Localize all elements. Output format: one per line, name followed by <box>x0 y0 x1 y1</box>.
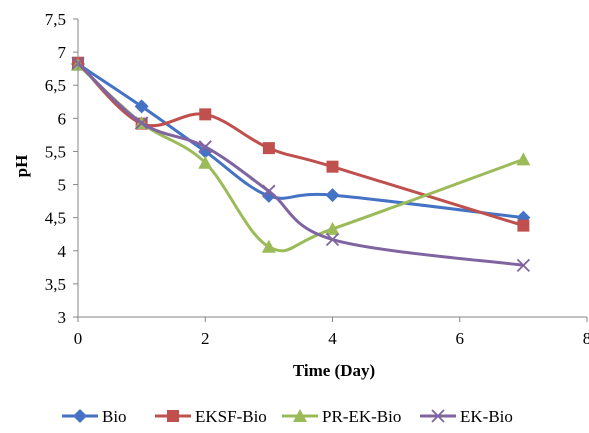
x-tick-label: 6 <box>456 329 465 348</box>
data-point-eksf-bio <box>262 142 275 155</box>
legend-label: EKSF-Bio <box>195 407 267 426</box>
data-point-ek-bio <box>325 232 340 247</box>
data-point-ek-bio <box>134 116 149 130</box>
y-axis-tick-labels: 3 3,5 4 4,5 5 5,5 6 6,5 7 7,5 <box>45 10 67 327</box>
y-tick-label: 6,5 <box>45 76 66 95</box>
y-axis-title: pH <box>12 155 31 178</box>
data-point-bio <box>325 188 340 203</box>
legend-label: PR-EK-Bio <box>322 407 401 426</box>
legend-item-pr-ek-bio: PR-EK-Bio <box>282 407 401 426</box>
x-axis-tick-marks <box>77 317 588 322</box>
data-point-pr-ek-bio <box>261 239 276 253</box>
series-line-eksf-bio <box>76 61 524 228</box>
data-point-ek-bio <box>262 184 276 198</box>
data-point-pr-ek-bio <box>198 155 213 169</box>
legend-item-eksf-bio: EKSF-Bio <box>155 407 267 426</box>
x-axis-title: Time (Day) <box>293 361 375 380</box>
x-axis-tick-labels: 0 2 4 6 8 <box>74 329 589 348</box>
data-point-eksf-bio <box>517 219 530 232</box>
legend: Bio EKSF-Bio PR-EK-Bio EK-Bio <box>62 407 513 426</box>
x-tick-label: 2 <box>201 329 210 348</box>
legend-marker <box>293 409 307 422</box>
series-bio <box>71 57 531 225</box>
y-tick-label: 3,5 <box>45 275 66 294</box>
series-group <box>71 56 531 272</box>
series-line-bio <box>77 62 524 220</box>
data-point-bio <box>134 99 149 114</box>
y-tick-label: 4,5 <box>45 209 66 228</box>
legend-marker <box>167 410 179 422</box>
data-point-eksf-bio <box>326 160 339 173</box>
legend-marker <box>431 409 445 423</box>
legend-item-bio: Bio <box>62 407 127 426</box>
series-eksf-bio <box>72 56 530 232</box>
data-point-pr-ek-bio <box>516 152 531 166</box>
legend-label: Bio <box>102 407 127 426</box>
x-tick-label: 4 <box>328 329 337 348</box>
x-tick-label: 0 <box>74 329 83 348</box>
y-tick-label: 7,5 <box>45 10 66 29</box>
y-tick-label: 3 <box>58 308 67 327</box>
data-point-ek-bio <box>516 258 531 272</box>
legend-item-ek-bio: EK-Bio <box>420 407 513 426</box>
data-point-eksf-bio <box>199 108 212 121</box>
x-tick-label: 8 <box>583 329 589 348</box>
series-line-ek-bio <box>76 62 524 267</box>
y-axis-tick-marks <box>73 18 78 318</box>
y-tick-label: 4 <box>58 242 67 261</box>
y-tick-label: 6 <box>58 109 67 128</box>
data-point-pr-ek-bio <box>325 221 340 235</box>
y-tick-label: 5,5 <box>45 142 66 161</box>
legend-marker <box>73 409 87 423</box>
y-tick-label: 5 <box>58 176 67 195</box>
y-tick-label: 7 <box>58 43 67 62</box>
legend-label: EK-Bio <box>460 407 513 426</box>
data-point-ek-bio <box>198 140 212 154</box>
series-ek-bio <box>71 56 531 272</box>
